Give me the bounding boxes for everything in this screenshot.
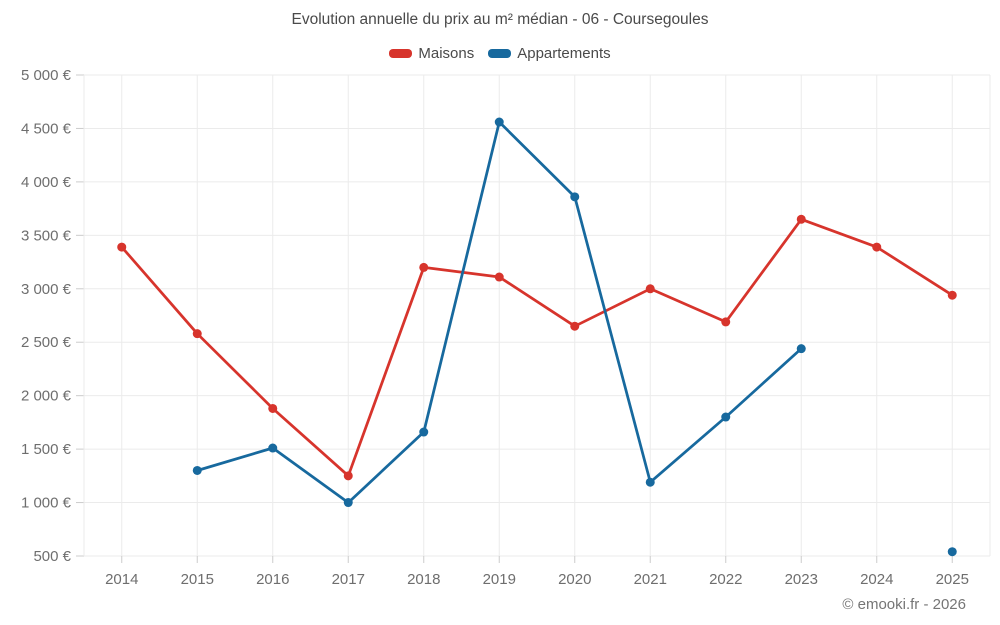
data-point-maisons-2024[interactable] <box>872 242 882 252</box>
y-axis-label: 1 000 € <box>21 495 72 512</box>
data-point-maisons-2023[interactable] <box>796 214 806 224</box>
chart-title: Evolution annuelle du prix au m² médian … <box>291 11 709 28</box>
data-point-maisons-2019[interactable] <box>494 272 504 282</box>
x-axis-label: 2025 <box>936 571 969 588</box>
y-axis-label: 2 000 € <box>21 388 72 405</box>
legend-label-appartements: Appartements <box>517 45 611 62</box>
x-axis-label: 2018 <box>407 571 440 588</box>
x-axis-label: 2014 <box>105 571 138 588</box>
x-axis-label: 2022 <box>709 571 742 588</box>
data-point-maisons-2018[interactable] <box>419 262 429 272</box>
y-axis-label: 2 500 € <box>21 334 72 351</box>
x-axis-label: 2015 <box>181 571 214 588</box>
maisons-swatch-icon <box>389 49 413 58</box>
x-axis-label: 2021 <box>634 571 667 588</box>
y-axis-label: 5 000 € <box>21 67 72 84</box>
data-point-maisons-2015[interactable] <box>192 329 202 339</box>
x-axis-label: 2016 <box>256 571 289 588</box>
legend-label-maisons: Maisons <box>418 45 475 62</box>
data-point-appartements-2020[interactable] <box>570 192 580 202</box>
data-point-appartements-2022[interactable] <box>721 412 731 422</box>
data-point-maisons-2025[interactable] <box>947 290 957 300</box>
data-point-maisons-2022[interactable] <box>721 317 731 327</box>
copyright-text: © emooki.fr - 2026 <box>842 596 966 613</box>
y-axis-label: 500 € <box>33 548 71 565</box>
appartements-swatch-icon <box>488 49 512 58</box>
series-line-maisons <box>120 217 954 478</box>
x-axis-label: 2024 <box>860 571 893 588</box>
x-axis-label: 2017 <box>332 571 365 588</box>
chart-legend: Maisons Appartements <box>0 45 1000 62</box>
x-axis-label: 2020 <box>558 571 591 588</box>
y-axis-label: 4 000 € <box>21 174 72 191</box>
data-point-maisons-2016[interactable] <box>268 403 278 413</box>
data-point-appartements-2019[interactable] <box>494 117 504 127</box>
data-point-appartements-2017[interactable] <box>343 498 353 508</box>
data-point-appartements-2015[interactable] <box>192 465 202 475</box>
data-point-maisons-2014[interactable] <box>117 242 127 252</box>
data-point-maisons-2017[interactable] <box>343 471 353 481</box>
data-point-maisons-2020[interactable] <box>570 321 580 331</box>
data-point-appartements-2025[interactable] <box>947 547 957 557</box>
legend-item-appartements[interactable]: Appartements <box>488 45 611 62</box>
y-axis-label: 1 500 € <box>21 441 72 458</box>
y-axis-label: 3 000 € <box>21 281 72 298</box>
legend-item-maisons[interactable]: Maisons <box>389 45 474 62</box>
data-point-appartements-2018[interactable] <box>419 427 429 437</box>
data-point-appartements-2016[interactable] <box>268 443 278 453</box>
x-axis-label: 2019 <box>483 571 516 588</box>
data-point-appartements-2021[interactable] <box>645 477 655 487</box>
y-axis-label: 4 500 € <box>21 120 72 137</box>
y-axis-label: 3 500 € <box>21 227 72 244</box>
data-point-maisons-2021[interactable] <box>645 284 655 294</box>
data-point-appartements-2023[interactable] <box>796 344 806 354</box>
x-axis-label: 2023 <box>785 571 818 588</box>
